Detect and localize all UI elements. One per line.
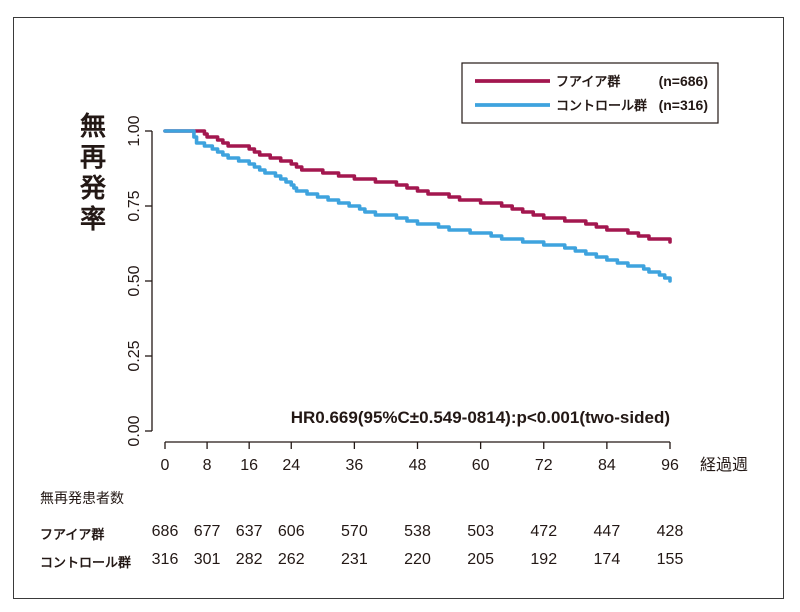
risk-cell: 282 (235, 551, 263, 568)
x-tick-label: 72 (535, 457, 553, 474)
risk-cell: 205 (467, 551, 494, 568)
risk-cell: 262 (277, 551, 305, 568)
x-tick-label: 0 (161, 457, 170, 474)
legend-label: コントロール群 (556, 98, 647, 114)
series-line-firea (163, 129, 672, 244)
y-tick-label: 0.25 (126, 340, 143, 371)
risk-cell: 570 (341, 523, 368, 540)
risk-cell: 316 (151, 551, 179, 568)
legend-box (461, 62, 719, 124)
risk-cell: 155 (656, 551, 684, 568)
y-tick-label: 0.00 (126, 415, 143, 446)
risk-cell: 637 (235, 523, 263, 540)
legend-n: (n=316) (659, 97, 708, 113)
hazard-ratio-annotation: HR0.669(95%C±0.549-0814):p<0.001(two-sid… (291, 408, 670, 427)
figure-frame (13, 17, 784, 599)
x-tick-label: 60 (472, 457, 490, 474)
x-tick-label: 96 (661, 457, 679, 474)
risk-cell: 538 (404, 523, 431, 540)
risk-cell: 428 (656, 523, 684, 540)
risk-cell: 472 (530, 523, 558, 540)
legend-n: (n=686) (659, 73, 708, 89)
chart-axes: 0.00 0.25 0.50 0.75 1.00 0 8 16 24 36 48 60 72 84 96 経過… (126, 115, 748, 474)
y-axis-label-char: 無 (79, 112, 106, 142)
x-tick-label: 8 (203, 457, 212, 474)
risk-cell: 606 (277, 523, 305, 540)
risk-cell: 192 (530, 551, 558, 568)
risk-row-label: フアイア群 (40, 528, 105, 543)
x-tick-label: 48 (409, 457, 427, 474)
chart-legend: フアイア群 (n=686) コントロール群 (n=316) (461, 62, 719, 124)
risk-cell: 686 (151, 523, 179, 540)
chart-series (163, 129, 672, 283)
risk-cell: 220 (404, 551, 431, 568)
y-tick-label: 0.75 (126, 190, 143, 221)
risk-cell: 301 (193, 551, 221, 568)
y-axis-label-char: 率 (79, 205, 106, 235)
series-line-control (163, 129, 672, 283)
x-tick-label: 24 (282, 457, 300, 474)
risk-table-title: 無再発患者数 (40, 491, 124, 507)
risk-cell: 447 (593, 523, 621, 540)
risk-row-label: コントロール群 (40, 556, 132, 571)
x-tick-label: 16 (240, 457, 258, 474)
risk-cell: 677 (193, 523, 221, 540)
y-axis-label: 無再発率 (78, 112, 108, 236)
x-axis-label: 経過週 (700, 455, 748, 474)
x-tick-label: 84 (598, 457, 616, 474)
legend-label: フアイア群 (556, 74, 620, 90)
y-axis-label-char: 再 (79, 143, 106, 173)
risk-cell: 231 (341, 551, 368, 568)
risk-cell: 174 (593, 551, 621, 568)
y-tick-label: 1.00 (126, 115, 143, 146)
risk-cell: 503 (467, 523, 494, 540)
x-tick-label: 36 (345, 457, 363, 474)
y-axis-label-char: 発 (79, 174, 106, 204)
y-tick-label: 0.50 (126, 265, 143, 296)
